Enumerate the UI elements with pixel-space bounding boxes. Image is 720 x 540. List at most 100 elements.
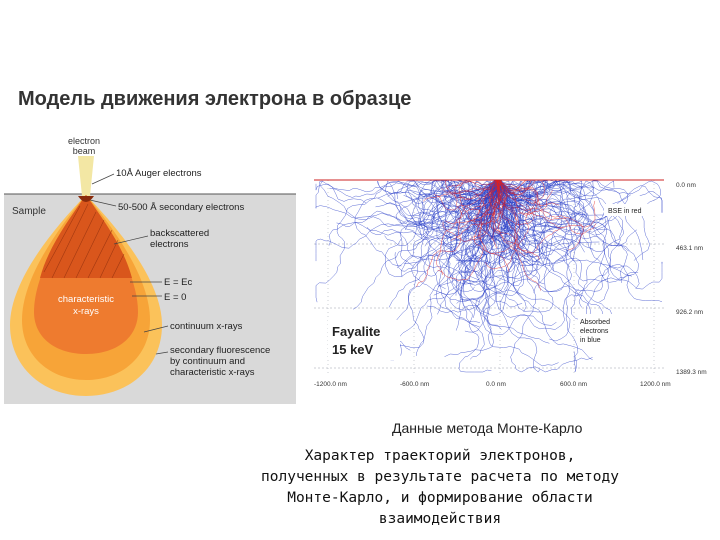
absorbed-trajectory xyxy=(437,179,501,315)
x-label-4: 1200.0 nm xyxy=(640,381,671,388)
monte-carlo-trajectories: 0.0 nm 463.1 nm 926.2 nm 1389.3 nm -1200… xyxy=(314,179,707,388)
absorbed-trajectory xyxy=(417,179,498,318)
absorbed-label-1: Absorbed xyxy=(580,319,610,326)
e-ec-label: E = Ec xyxy=(164,277,192,288)
absorbed-trajectory xyxy=(498,179,623,297)
monte-carlo-caption: Данные метода Монте-Карло xyxy=(392,420,583,436)
characteristic-label-2: x-rays xyxy=(73,306,99,317)
absorbed-trajectory xyxy=(329,179,499,198)
absorbed-trajectory xyxy=(436,179,517,328)
absorbed-trajectory xyxy=(498,179,583,208)
absorbed-label-bg xyxy=(578,314,624,348)
bse-trajectory xyxy=(442,179,500,242)
bse-trajectory xyxy=(497,179,536,196)
energy-label: 15 keV xyxy=(332,342,374,357)
absorbed-trajectory xyxy=(489,179,588,249)
absorbed-trajectory xyxy=(319,179,502,241)
absorbed-trajectory xyxy=(433,179,500,290)
absorbed-trajectory xyxy=(496,179,547,264)
absorbed-trajectory xyxy=(497,179,571,342)
fluorescence-label-2: by continuum and xyxy=(170,356,245,367)
interaction-volume-diagram: Sample electron beam characteristic x-ra… xyxy=(4,136,296,404)
absorbed-trajectory xyxy=(354,179,499,267)
bse-trajectory xyxy=(435,179,499,276)
sample-label: Sample xyxy=(12,206,46,217)
bse-trajectory xyxy=(497,179,584,251)
bse-trajectory xyxy=(498,179,559,207)
bse-trajectory xyxy=(454,179,496,216)
bse-trajectory xyxy=(500,179,531,190)
bse-trajectory xyxy=(468,179,500,240)
bse-trajectory xyxy=(500,179,531,196)
beam-label-1: electron xyxy=(68,136,100,146)
absorbed-label-2: electrons xyxy=(580,328,609,335)
absorbed-trajectory xyxy=(482,179,500,315)
slide-footer: Характер траекторий электронов, полученн… xyxy=(210,446,670,530)
absorbed-trajectory xyxy=(495,179,618,327)
absorbed-trajectory xyxy=(483,179,563,330)
secondary-electrons-label: 50-500 Å secondary electrons xyxy=(118,202,244,213)
depth-label-1: 463.1 nm xyxy=(676,245,703,252)
bse-trajectory xyxy=(492,179,516,220)
x-label-3: 600.0 nm xyxy=(560,381,587,388)
bse-trajectory xyxy=(500,179,545,204)
characteristic-label-1: characteristic xyxy=(58,294,114,305)
absorbed-trajectory xyxy=(384,179,497,246)
x-label-0: -1200.0 nm xyxy=(314,381,347,388)
fluorescence-label-3: characteristic x-rays xyxy=(170,367,255,378)
absorbed-trajectory xyxy=(499,179,607,282)
absorbed-trajectory xyxy=(388,179,496,308)
bse-trajectory xyxy=(458,179,499,230)
bse-trajectory xyxy=(445,179,496,225)
bse-label-bg xyxy=(604,204,660,216)
backscattered-label-2: electrons xyxy=(150,239,189,250)
footer-line-4: взаимодействия xyxy=(378,511,502,527)
leader-lines xyxy=(89,173,169,355)
bse-label: BSE in red xyxy=(608,208,642,215)
absorbed-trajectory xyxy=(385,179,500,278)
bse-trajectory xyxy=(489,179,540,260)
bse-trajectory xyxy=(416,179,500,288)
absorbed-trajectory xyxy=(336,179,497,229)
fluorescence-label-1: secondary fluorescence xyxy=(170,345,270,356)
bse-trajectory xyxy=(491,179,526,201)
bse-trajectory xyxy=(489,179,522,251)
absorbed-trajectory xyxy=(424,179,499,247)
bse-trajectory xyxy=(446,179,497,190)
absorbed-trajectory xyxy=(385,179,496,229)
bse-trajectory xyxy=(495,179,597,235)
bse-trajectory xyxy=(440,179,506,215)
absorbed-trajectory xyxy=(395,179,497,224)
absorbed-trajectory xyxy=(451,179,498,292)
backscattered-label-1: backscattered xyxy=(150,228,209,239)
absorbed-trajectory xyxy=(498,179,586,265)
absorbed-trajectory xyxy=(496,179,633,277)
absorbed-trajectory xyxy=(443,179,498,253)
x-label-2: 0.0 nm xyxy=(486,381,506,388)
absorbed-trajectory xyxy=(499,179,628,283)
absorbed-trajectory xyxy=(497,179,604,222)
absorbed-trajectory xyxy=(315,179,498,262)
footer-line-3: Монте-Карло, и формирование области xyxy=(287,490,593,506)
continuum-label: continuum x-rays xyxy=(170,321,243,332)
bse-trajectory xyxy=(445,179,498,200)
bse-trajectory xyxy=(437,180,499,281)
absorbed-label-3: in blue xyxy=(580,337,601,344)
footer-line-1: Характер траекторий электронов, xyxy=(304,448,576,464)
secondary-electron-zone xyxy=(78,196,94,202)
backscatter-hatching xyxy=(43,203,125,279)
backscatter-region xyxy=(40,195,132,278)
absorbed-trajectory xyxy=(499,179,663,303)
bse-trajectory xyxy=(488,179,535,225)
absorbed-trajectory xyxy=(394,179,496,272)
depth-label-2: 926.2 nm xyxy=(676,309,703,316)
e-zero-label: E = 0 xyxy=(164,292,186,303)
slide-title: Модель движения электрона в образце xyxy=(18,88,412,110)
bse-trajectory xyxy=(496,179,542,291)
absorbed-trajectory xyxy=(432,179,496,208)
absorbed-trajectory xyxy=(328,179,496,259)
absorbed-trajectory xyxy=(412,179,497,226)
material-label-bg xyxy=(328,320,400,360)
absorbed-trajectory xyxy=(405,179,501,239)
absorbed-trajectory xyxy=(315,179,498,220)
